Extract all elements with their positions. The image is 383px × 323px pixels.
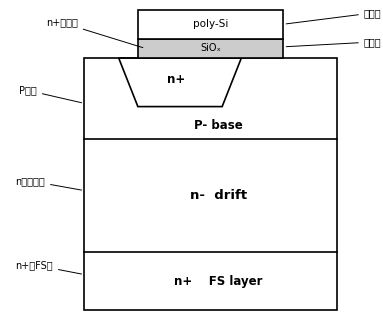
Bar bbox=[138, 10, 283, 39]
Text: n+    FS layer: n+ FS layer bbox=[174, 275, 263, 287]
Bar bbox=[138, 39, 283, 58]
Text: n+发射区: n+发射区 bbox=[46, 18, 143, 47]
Text: n+: n+ bbox=[167, 73, 185, 86]
Bar bbox=[84, 58, 337, 310]
Polygon shape bbox=[119, 58, 241, 107]
Text: P基区: P基区 bbox=[19, 86, 82, 103]
Text: n+的FS层: n+的FS层 bbox=[15, 260, 82, 274]
Text: poly-Si: poly-Si bbox=[193, 19, 228, 29]
Text: n-  drift: n- drift bbox=[190, 189, 247, 202]
Text: SiOₓ: SiOₓ bbox=[200, 44, 221, 53]
Text: 多晶硅: 多晶硅 bbox=[286, 8, 381, 24]
Text: 氧化硅: 氧化硅 bbox=[286, 37, 381, 47]
Text: n－漂移区: n－漂移区 bbox=[15, 176, 82, 190]
Text: P- base: P- base bbox=[194, 120, 243, 132]
